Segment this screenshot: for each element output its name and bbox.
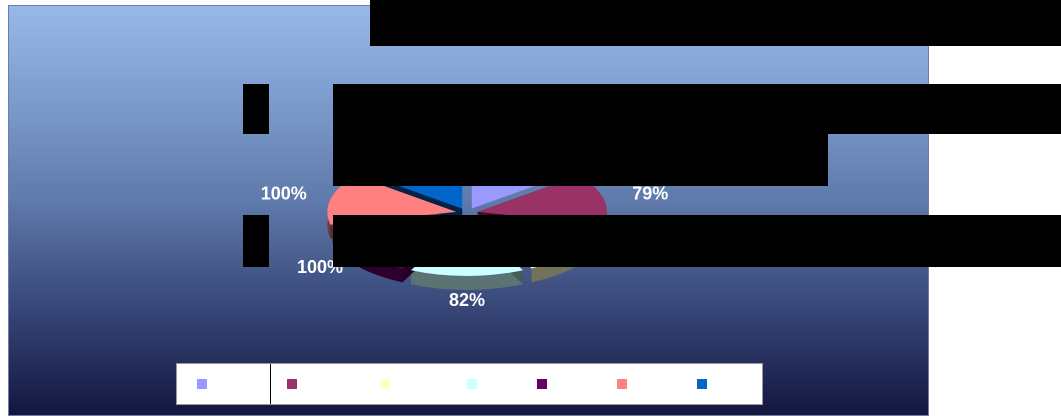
legend-key-5 — [537, 379, 547, 389]
redaction-block-left-2 — [243, 215, 269, 267]
pie-slice-6 — [327, 175, 457, 225]
legend-key-3 — [380, 379, 390, 389]
redaction-block-lower — [333, 215, 828, 267]
chart-panel — [8, 5, 929, 416]
legend-divider — [270, 364, 271, 404]
redaction-block-top — [370, 0, 1061, 46]
legend-key-2 — [287, 379, 297, 389]
legend-key-1 — [197, 379, 207, 389]
legend-key-6 — [617, 379, 627, 389]
legend-key-4 — [467, 379, 477, 389]
redaction-block-left-1 — [243, 84, 269, 134]
redaction-block-mid — [333, 84, 828, 186]
redaction-block-right-1 — [828, 84, 1061, 134]
pie-slice-2 — [477, 175, 607, 225]
data-label-5: 100% — [297, 257, 343, 277]
redaction-block-right-2 — [828, 215, 1061, 267]
data-label-2: 79% — [632, 184, 668, 204]
pie-slice-side-5 — [332, 228, 403, 283]
legend-key-7 — [697, 379, 707, 389]
pie-slice-side-4 — [411, 270, 523, 290]
data-label-6: 100% — [261, 184, 307, 204]
data-label-4: 82% — [449, 290, 485, 310]
chart-legend — [176, 363, 763, 405]
pie-slice-side-3 — [531, 228, 602, 283]
